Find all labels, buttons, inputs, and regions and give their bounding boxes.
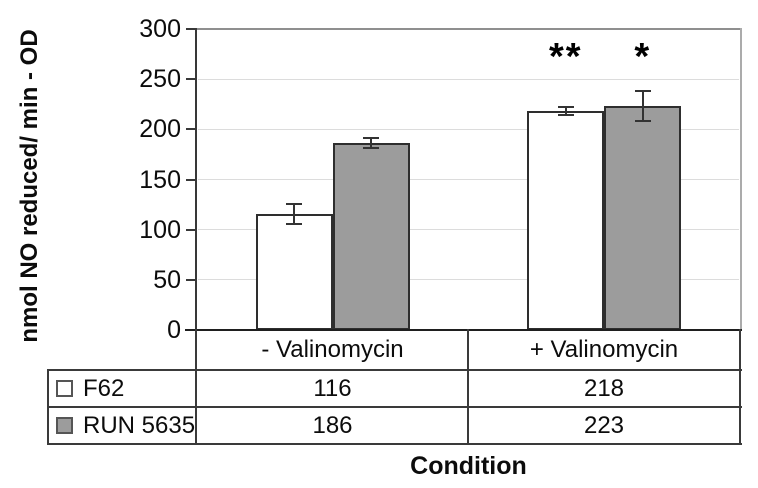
gridline — [198, 229, 739, 231]
bar-f62 — [255, 213, 333, 330]
legend-item-f62: F62 — [49, 371, 202, 406]
y-tick-mark — [186, 278, 197, 281]
error-bar-cap — [557, 114, 574, 117]
y-tick-mark — [186, 228, 197, 231]
y-tick-label: 50 — [153, 265, 181, 294]
table-border-right — [739, 329, 741, 445]
gridline — [198, 78, 739, 80]
y-tick-label: 200 — [139, 115, 181, 144]
error-bar — [370, 138, 373, 149]
error-bar-cap — [634, 90, 651, 93]
bar-f62 — [527, 111, 605, 330]
legend-label: F62 — [83, 374, 125, 402]
error-bar-cap — [634, 120, 651, 123]
error-bar-cap — [363, 137, 380, 140]
category-label: + Valinomycin — [529, 336, 679, 363]
error-bar-cap — [363, 147, 380, 150]
legend-item-run5635: RUN 5635 — [49, 408, 202, 443]
y-tick-label: 0 — [167, 316, 181, 344]
legend-swatch-f62 — [56, 380, 73, 397]
significance-marker: * — [634, 36, 652, 78]
table-value: 116 — [313, 374, 352, 402]
table-border-left — [47, 369, 49, 445]
legend-swatch-run5635 — [56, 417, 73, 434]
bar-run5635 — [332, 143, 410, 330]
error-bar-cap — [286, 202, 303, 205]
x-axis-title: Condition — [410, 452, 527, 480]
error-bar — [293, 203, 296, 224]
y-tick-mark — [186, 128, 197, 131]
y-tick-label: 250 — [139, 65, 181, 94]
y-tick-label: 150 — [139, 165, 181, 194]
table-border-top — [47, 369, 742, 371]
table-column-divider — [467, 329, 469, 445]
bar-run5635 — [604, 106, 682, 330]
error-bar-cap — [286, 222, 303, 225]
table-value: 218 — [583, 374, 625, 402]
plot-border-right — [740, 28, 742, 331]
y-tick-label: 300 — [139, 15, 181, 43]
gridline — [198, 179, 739, 180]
table-value: 186 — [312, 411, 353, 439]
table-column-divider — [195, 329, 197, 445]
gridline — [198, 128, 739, 130]
error-bar — [564, 107, 567, 116]
y-tick-mark — [186, 28, 197, 30]
legend-label: RUN 5635 — [83, 411, 196, 439]
table-border-bottom — [47, 443, 742, 445]
table-value: 223 — [583, 411, 625, 439]
error-bar-cap — [557, 106, 574, 109]
significance-marker: ** — [548, 36, 583, 78]
plot-border-top — [196, 28, 742, 30]
y-tick-mark — [186, 178, 197, 181]
table-row-divider — [47, 406, 742, 408]
x-axis-line — [185, 329, 742, 331]
error-bar — [641, 91, 644, 122]
y-axis-line — [195, 28, 197, 331]
gridline — [198, 279, 739, 281]
y-tick-label: 100 — [139, 215, 181, 244]
category-label: - Valinomycin — [261, 336, 404, 363]
y-tick-mark — [186, 78, 197, 81]
